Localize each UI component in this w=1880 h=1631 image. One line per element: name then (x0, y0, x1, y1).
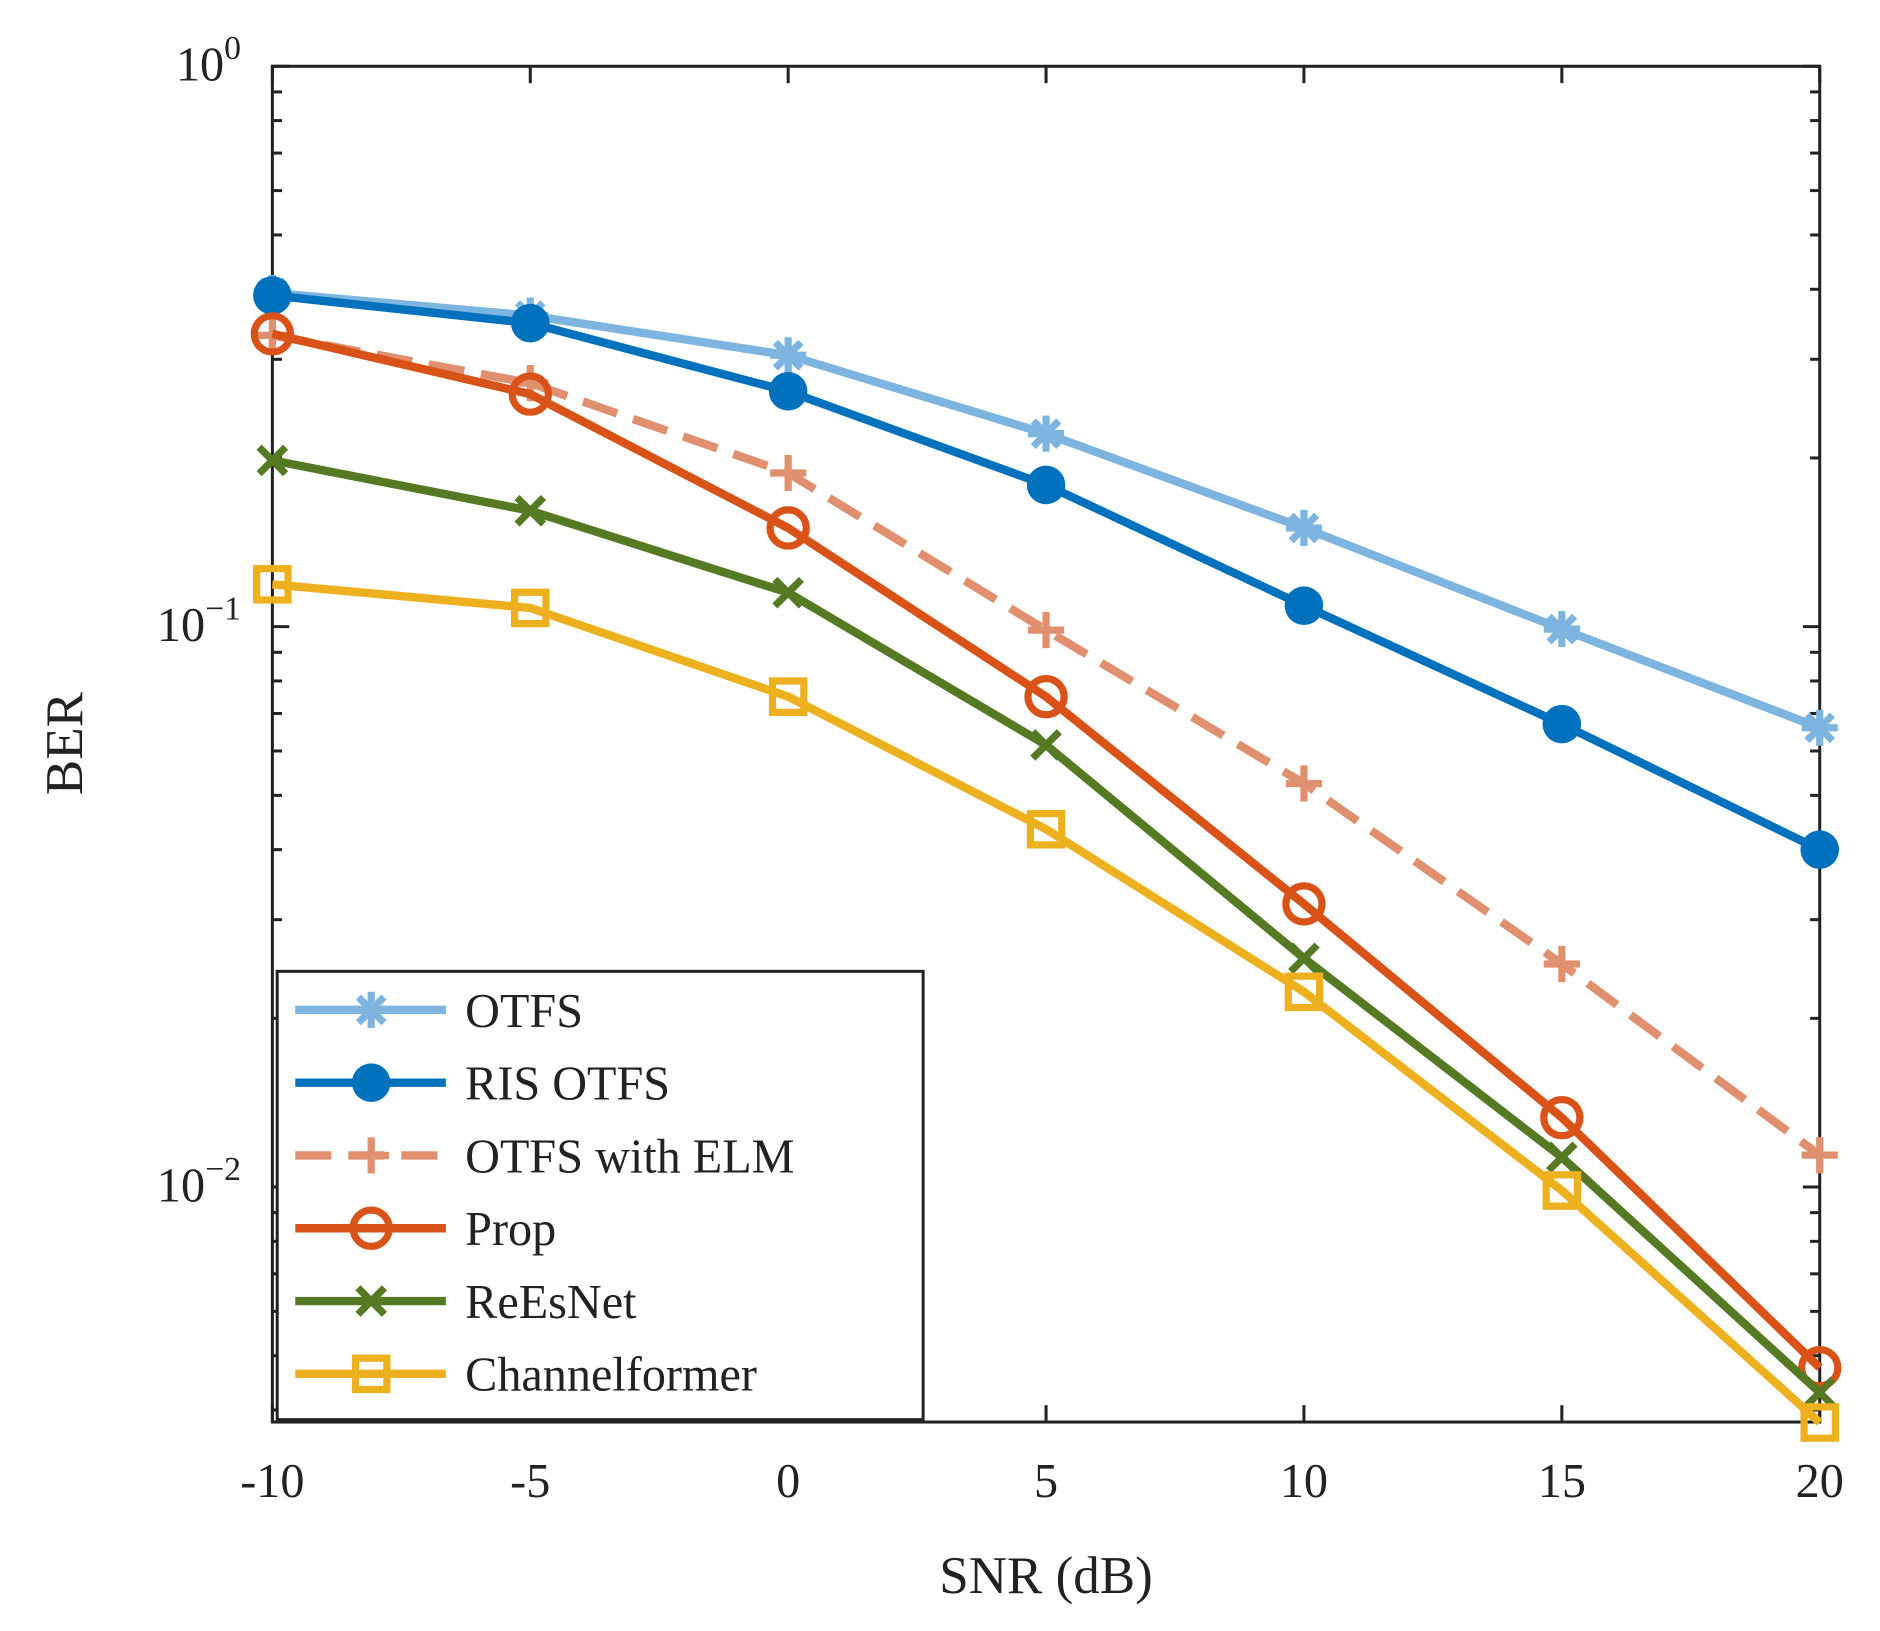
data-point (1542, 1171, 1582, 1210)
data-point (1800, 1403, 1840, 1442)
legend-marker (351, 1063, 391, 1102)
data-point (1800, 830, 1840, 869)
x-tick-label: -10 (240, 1455, 304, 1508)
legend-marker (355, 994, 387, 1026)
series-channelformer (253, 565, 1840, 1442)
data-point (250, 312, 295, 356)
series-line (271, 288, 1822, 732)
legend-entry: OTFS (295, 985, 583, 1038)
data-point (768, 372, 808, 411)
legend-marker (351, 1354, 391, 1394)
data-point (1282, 882, 1326, 926)
x-axis-label: SNR (dB) (939, 1547, 1153, 1605)
legend: OTFS RIS OTFS OTFS with ELM Prop ReEsNet Chan… (275, 969, 925, 1422)
data-point (1803, 1376, 1836, 1409)
y-tick-label: 100 (176, 30, 241, 92)
legend-label: OTFS with ELM (465, 1130, 794, 1183)
data-point (1546, 1141, 1578, 1174)
data-point (514, 494, 547, 527)
legend-box (275, 969, 925, 1422)
data-point (1284, 972, 1324, 1012)
data-point (256, 444, 289, 477)
data-point (1542, 704, 1582, 744)
data-point (1285, 765, 1323, 802)
x-tick-label: 10 (1280, 1455, 1328, 1508)
x-tick-label: 0 (776, 1455, 800, 1508)
legend-label: ReEsNet (465, 1276, 637, 1329)
legend-label: Prop (465, 1203, 556, 1256)
data-point (510, 303, 550, 343)
data-point (772, 339, 804, 371)
data-point (1030, 418, 1062, 450)
data-point (766, 506, 810, 550)
series-ris-otfs (253, 276, 1840, 869)
data-point (1543, 945, 1580, 983)
data-point (1540, 1095, 1584, 1140)
legend-entry: Channelformer (295, 1349, 757, 1402)
data-point (1804, 712, 1836, 744)
data-point (1288, 512, 1320, 544)
series-group (250, 274, 1842, 1442)
legend-entry: OTFS with ELM (295, 1130, 795, 1183)
data-point (1030, 729, 1062, 761)
legend-label: OTFS (465, 985, 583, 1038)
series-prop (250, 312, 1842, 1390)
data-point (1546, 613, 1578, 645)
data-point (1801, 1137, 1838, 1174)
series-reesnet (256, 444, 1836, 1409)
legend-entry: ReEsNet (295, 1276, 637, 1329)
x-tick-label: 5 (1034, 1455, 1058, 1508)
y-tick-label: 10−2 (157, 1151, 241, 1213)
data-point (768, 677, 808, 716)
data-point (253, 276, 292, 315)
data-point (770, 454, 807, 492)
x-tick-label: 15 (1538, 1455, 1586, 1508)
legend-entry: Prop (295, 1203, 556, 1256)
data-point (772, 576, 804, 609)
legend-label: Channelformer (465, 1349, 757, 1402)
x-tick-label: -5 (510, 1455, 550, 1508)
data-point (253, 565, 292, 604)
data-point (1026, 809, 1066, 849)
data-point (1026, 465, 1066, 505)
y-tick-label: 10−1 (157, 590, 241, 652)
data-point (1288, 942, 1320, 975)
x-tick-label: 20 (1796, 1455, 1844, 1508)
series-line (271, 580, 1823, 1426)
legend-marker (353, 1137, 390, 1174)
legend-marker (355, 1285, 387, 1317)
data-point (1024, 674, 1068, 719)
data-point (510, 588, 550, 628)
y-axis-label: BER (36, 691, 94, 795)
data-point (508, 372, 552, 416)
axes: -10 -5 0 5 10 15 20 100 10−1 10−2 (157, 30, 1844, 1508)
legend-marker (349, 1206, 393, 1250)
legend-label: RIS OTFS (465, 1058, 670, 1111)
series-line (271, 329, 1823, 1371)
data-point (1798, 1346, 1842, 1390)
legend-entry: RIS OTFS (295, 1058, 670, 1111)
data-point (1027, 612, 1065, 649)
data-point (1284, 586, 1324, 625)
